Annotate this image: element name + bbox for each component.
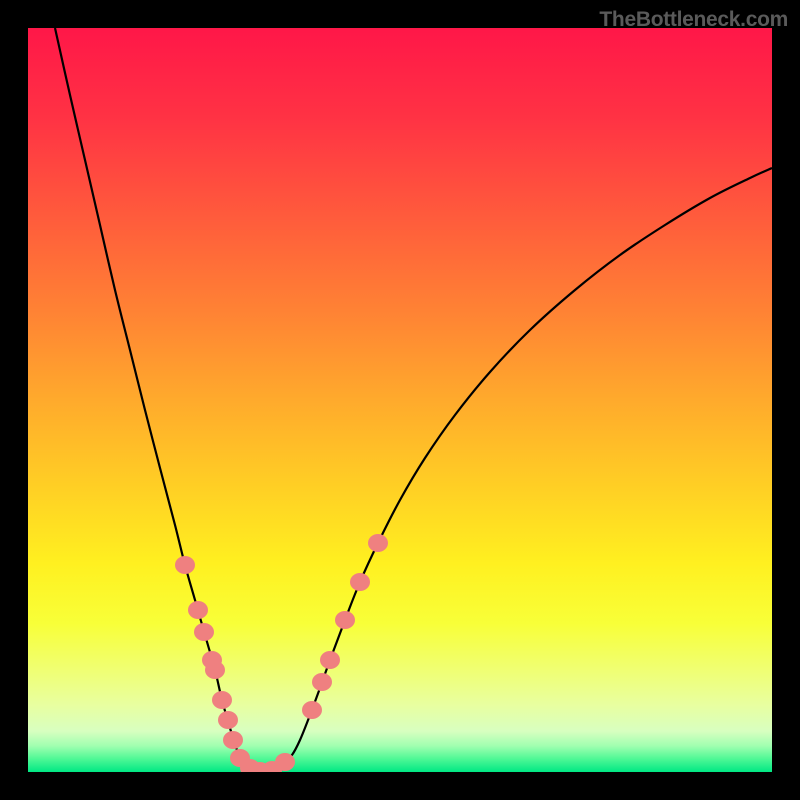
chart-container: TheBottleneck.com	[0, 0, 800, 800]
data-marker	[212, 691, 232, 709]
data-marker	[218, 711, 238, 729]
border-left	[0, 0, 28, 800]
border-bottom	[0, 772, 800, 800]
plot-area	[28, 28, 772, 780]
gradient-background	[28, 28, 772, 772]
data-marker	[320, 651, 340, 669]
watermark-text: TheBottleneck.com	[599, 8, 788, 32]
data-marker	[302, 701, 322, 719]
border-right	[772, 0, 800, 800]
data-marker	[312, 673, 332, 691]
data-marker	[350, 573, 370, 591]
data-marker	[175, 556, 195, 574]
data-marker	[368, 534, 388, 552]
data-marker	[205, 661, 225, 679]
data-marker	[194, 623, 214, 641]
data-marker	[188, 601, 208, 619]
chart-svg	[0, 0, 800, 800]
data-marker	[223, 731, 243, 749]
data-marker	[275, 753, 295, 771]
data-marker	[335, 611, 355, 629]
